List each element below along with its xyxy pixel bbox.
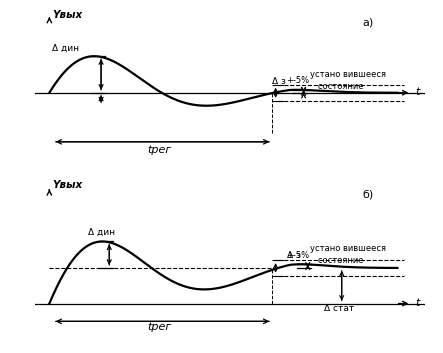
Text: а): а): [363, 18, 374, 28]
Text: +-5%: +-5%: [286, 76, 309, 85]
Text: Δ дин: Δ дин: [88, 228, 116, 237]
Text: tрег: tрег: [147, 145, 171, 155]
Text: tрег: tрег: [147, 322, 171, 332]
Text: б): б): [363, 190, 374, 200]
Text: устано вившееся
   состояние: устано вившееся состояние: [311, 70, 386, 91]
Text: устано вившееся
   состояние: устано вившееся состояние: [311, 244, 386, 265]
Text: Δ з: Δ з: [272, 77, 286, 86]
Text: Δ стат: Δ стат: [324, 304, 354, 313]
Text: +-5%: +-5%: [286, 251, 309, 260]
Text: Yвых: Yвых: [53, 10, 83, 19]
Text: t: t: [415, 298, 419, 308]
Text: Δ дин: Δ дин: [52, 44, 79, 53]
Text: Δ з: Δ з: [287, 251, 301, 260]
Text: Yвых: Yвых: [53, 180, 83, 190]
Text: t: t: [415, 88, 419, 97]
